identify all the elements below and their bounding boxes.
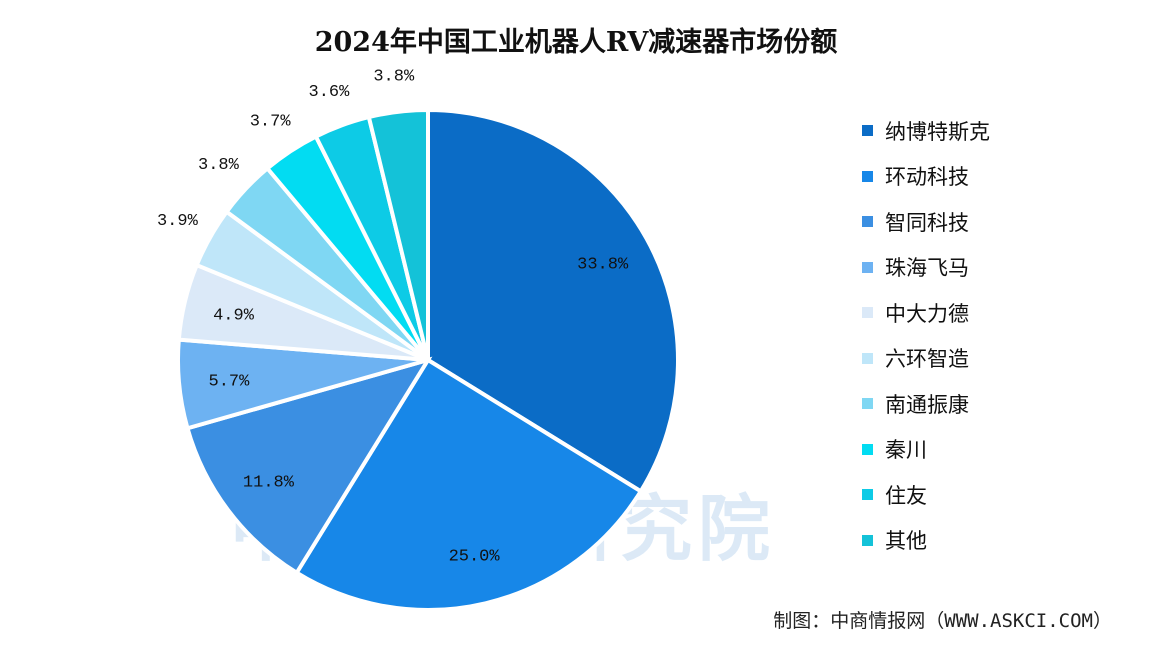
legend-swatch: [862, 261, 873, 273]
source-note: 制图：中商情报网（WWW.ASKCI.COM）: [773, 610, 1112, 632]
legend-label: 中大力德: [885, 301, 969, 326]
legend-swatch: [862, 534, 873, 546]
pie-slice-9: [366, 107, 430, 361]
legend-swatch: [862, 398, 873, 410]
legend-label: 其他: [885, 529, 927, 554]
pie-slice-1: [293, 357, 644, 612]
legend-label: 纳博特斯克: [885, 119, 990, 144]
legend-swatch: [862, 125, 873, 137]
legend-swatch: [862, 216, 873, 228]
chart-title: 2024年中国工业机器人RV减速器市场份额: [314, 27, 838, 58]
legend-item: 纳博特斯克: [862, 108, 990, 154]
data-label: 33.8%: [577, 256, 629, 275]
data-label: 3.8%: [373, 68, 415, 87]
legend-item: 六环智造: [862, 336, 990, 382]
data-label: 3.9%: [157, 212, 199, 231]
legend-item: 智同科技: [862, 199, 990, 245]
data-label: 5.7%: [209, 372, 251, 391]
legend-item: 秦川: [862, 427, 990, 473]
legend-item: 住友: [862, 472, 990, 518]
data-label: 11.8%: [243, 474, 295, 493]
legend-item: 其他: [862, 518, 990, 564]
legend-label: 珠海飞马: [885, 256, 969, 281]
legend-label: 秦川: [885, 438, 927, 463]
legend-swatch: [862, 443, 873, 455]
legend-label: 智同科技: [885, 210, 969, 235]
data-label: 3.7%: [250, 113, 292, 132]
legend-item: 珠海飞马: [862, 245, 990, 291]
legend-swatch: [862, 170, 873, 182]
legend: 纳博特斯克环动科技智同科技珠海飞马中大力德六环智造南通振康秦川住友其他: [862, 108, 990, 563]
legend-item: 环动科技: [862, 154, 990, 200]
data-label: 4.9%: [213, 306, 255, 325]
data-label: 3.6%: [309, 83, 351, 102]
legend-swatch: [862, 352, 873, 364]
legend-label: 六环智造: [885, 347, 969, 372]
data-label: 25.0%: [449, 548, 501, 567]
legend-swatch: [862, 307, 873, 319]
legend-item: 中大力德: [862, 290, 990, 336]
pie-slice-0: [426, 107, 680, 495]
legend-swatch: [862, 489, 873, 501]
legend-item: 南通振康: [862, 381, 990, 427]
legend-label: 住友: [885, 483, 927, 508]
data-label: 3.8%: [198, 156, 240, 175]
legend-label: 南通振康: [885, 392, 969, 417]
legend-label: 环动科技: [885, 165, 969, 190]
